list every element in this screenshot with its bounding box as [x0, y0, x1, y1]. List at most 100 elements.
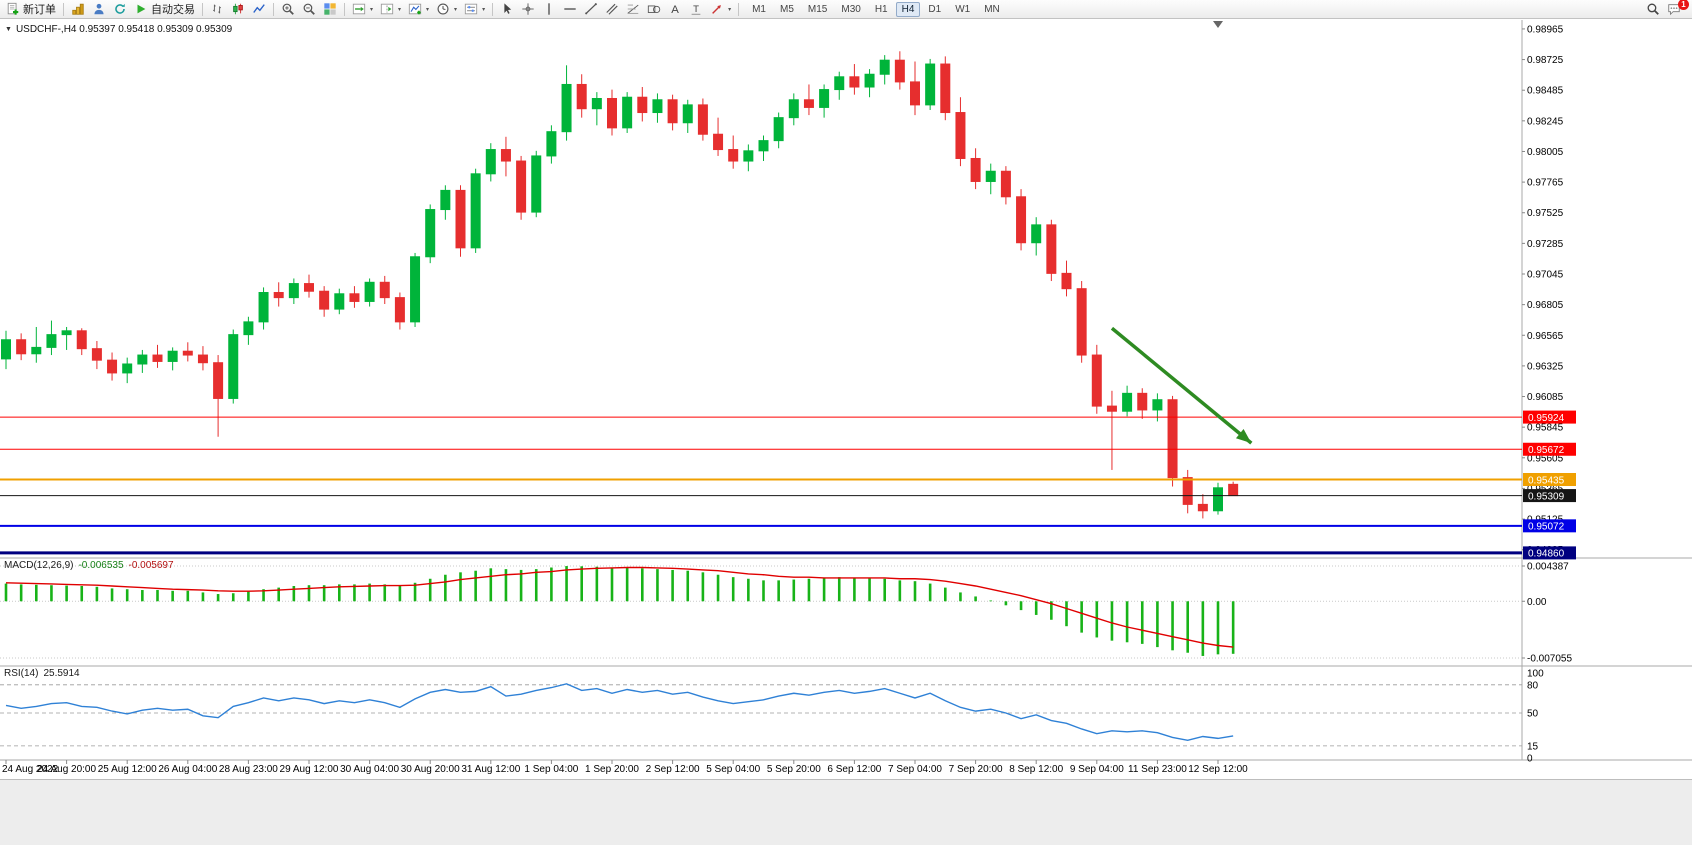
timeframe-button-W1[interactable]: W1 — [955, 3, 971, 15]
price-tag — [1523, 410, 1576, 424]
candlestick-mode-icon — [233, 3, 243, 15]
fibonacci-tool-button[interactable] — [623, 1, 643, 18]
rsi-value: 25.5914 — [43, 668, 80, 679]
macd-panel-label: MACD(12,26,9) -0.006535 -0.005697 — [4, 560, 179, 571]
svg-text:T: T — [693, 4, 699, 15]
chart-shift-button[interactable]: ▾ — [377, 1, 404, 18]
auto-scroll-button[interactable]: ▾ — [349, 1, 376, 18]
cursor-tool-button[interactable] — [497, 1, 517, 18]
svg-text:0.98725: 0.98725 — [1527, 55, 1564, 66]
market-watch-icon — [72, 3, 84, 15]
text-icon: A — [671, 4, 679, 16]
zoom-in-button[interactable] — [278, 1, 298, 18]
dropdown-caret-icon: ▾ — [398, 6, 402, 13]
timeframe-button-M30[interactable]: M30 — [841, 3, 861, 15]
timeframe-button-H4[interactable]: H4 — [895, 1, 921, 17]
cursor-icon — [504, 3, 512, 14]
svg-text:26 Aug 04:00: 26 Aug 04:00 — [158, 764, 217, 775]
person-icon — [94, 3, 104, 15]
refresh-button[interactable] — [110, 1, 130, 18]
crosshair-tool-button[interactable] — [518, 1, 538, 18]
chart-menu-caret-icon[interactable]: ▼ — [5, 26, 12, 33]
right-shift-marker — [1213, 21, 1223, 28]
play-icon — [137, 4, 146, 14]
line-chart-mode-icon — [253, 4, 265, 13]
svg-text:0.95845: 0.95845 — [1527, 423, 1564, 434]
macd-signal-value: -0.005697 — [128, 560, 174, 571]
svg-text:30 Aug 20:00: 30 Aug 20:00 — [401, 764, 460, 775]
channel-tool-button[interactable] — [602, 1, 622, 18]
svg-text:1 Sep 04:00: 1 Sep 04:00 — [524, 764, 578, 775]
chart-properties-button[interactable]: ▾ — [461, 1, 488, 18]
svg-text:0.98965: 0.98965 — [1527, 24, 1564, 35]
svg-text:25 Aug 12:00: 25 Aug 12:00 — [98, 764, 157, 775]
line-chart-mode-button[interactable] — [249, 1, 269, 18]
zoom-in-icon — [282, 3, 294, 15]
svg-text:0.004387: 0.004387 — [1527, 562, 1569, 573]
rsi-indicator-name: RSI(14) — [4, 668, 39, 679]
bottom-panel — [0, 779, 1692, 845]
timeframe-button-D1[interactable]: D1 — [928, 3, 942, 15]
new-order-icon — [7, 2, 19, 15]
svg-text:0: 0 — [1527, 754, 1533, 765]
search-button[interactable] — [1643, 1, 1663, 18]
svg-text:0.95672: 0.95672 — [1528, 445, 1565, 456]
arrows-tool-button[interactable]: ▾ — [707, 1, 734, 18]
zoom-out-icon — [303, 3, 315, 15]
indicators-button[interactable]: ▾ — [405, 1, 432, 18]
timeframe-button-M15[interactable]: M15 — [807, 3, 828, 15]
candlestick-mode-button[interactable] — [228, 1, 248, 18]
community-button[interactable] — [89, 1, 109, 18]
channel-icon — [606, 3, 618, 15]
timeframe-button-MN[interactable]: MN — [984, 3, 1000, 15]
dropdown-caret-icon: ▾ — [426, 6, 430, 13]
label-icon: T — [691, 4, 701, 15]
label-tool-button[interactable]: T — [686, 1, 706, 18]
svg-text:7 Sep 20:00: 7 Sep 20:00 — [949, 764, 1003, 775]
price-tag — [1523, 546, 1576, 560]
svg-text:1 Sep 20:00: 1 Sep 20:00 — [585, 764, 639, 775]
svg-text:5 Sep 04:00: 5 Sep 04:00 — [706, 764, 760, 775]
svg-text:28 Aug 23:00: 28 Aug 23:00 — [219, 764, 278, 775]
timeframe-button-M1[interactable]: M1 — [752, 3, 766, 15]
shapes-tool-button[interactable] — [644, 1, 664, 18]
vertical-line-icon — [548, 3, 550, 15]
algo-trading-button[interactable]: 自动交易 — [131, 1, 198, 18]
trendline-icon — [585, 3, 597, 15]
svg-text:0.97045: 0.97045 — [1527, 270, 1564, 281]
new-order-label: 新订单 — [23, 4, 56, 16]
vertical-line-tool-button[interactable] — [539, 1, 559, 18]
timeframe-button-H1[interactable]: H1 — [874, 3, 888, 15]
svg-text:0.98245: 0.98245 — [1527, 116, 1564, 127]
timeframe-button-M5[interactable]: M5 — [780, 3, 794, 15]
trendline-tool-button[interactable] — [581, 1, 601, 18]
svg-text:-0.007055: -0.007055 — [1527, 654, 1572, 665]
tile-windows-button[interactable] — [320, 1, 340, 18]
text-tool-button[interactable]: A — [665, 1, 685, 18]
periods-button[interactable]: ▾ — [433, 1, 460, 18]
svg-text:15: 15 — [1527, 741, 1539, 752]
notifications-button[interactable]: 1 — [1664, 0, 1689, 18]
dropdown-caret-icon: ▾ — [482, 6, 486, 13]
toolbar-separator — [63, 2, 64, 16]
macd-indicator-name: MACD(12,26,9) — [4, 560, 74, 571]
bar-chart-mode-button[interactable] — [207, 1, 227, 18]
periods-clock-icon — [437, 3, 449, 15]
svg-text:0.95072: 0.95072 — [1528, 522, 1565, 533]
horizontal-line-icon — [564, 8, 576, 10]
crosshair-icon — [522, 3, 534, 15]
rsi-line — [5, 683, 1234, 741]
indicators-icon — [408, 3, 422, 15]
trend-arrow-head — [1235, 428, 1252, 444]
svg-text:0.97525: 0.97525 — [1527, 208, 1564, 219]
zoom-out-button[interactable] — [299, 1, 319, 18]
market-watch-button[interactable] — [68, 1, 88, 18]
svg-text:50: 50 — [1527, 709, 1539, 720]
svg-text:2 Sep 12:00: 2 Sep 12:00 — [646, 764, 700, 775]
svg-text:0.95924: 0.95924 — [1528, 413, 1565, 424]
svg-text:6 Sep 12:00: 6 Sep 12:00 — [827, 764, 881, 775]
horizontal-line-tool-button[interactable] — [560, 1, 580, 18]
new-order-button[interactable]: 新订单 — [3, 1, 59, 18]
svg-text:0.96325: 0.96325 — [1527, 361, 1564, 372]
